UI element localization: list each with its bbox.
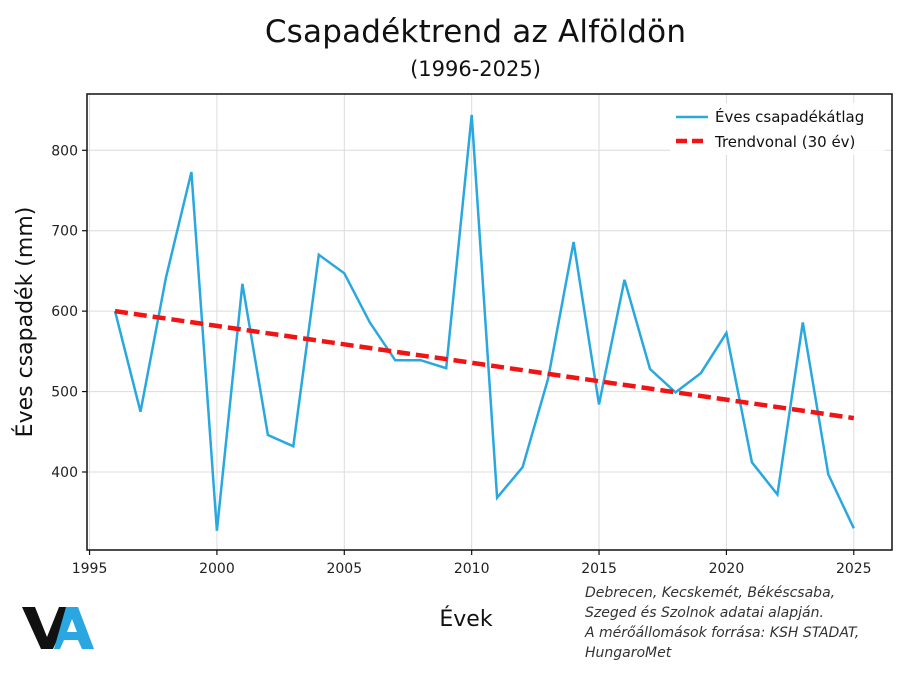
source-line: HungaroMet [585, 645, 672, 661]
logo-v-shape [22, 607, 72, 649]
y-tick-label: 500 [51, 385, 78, 401]
y-axis-title: Éves csapadék (mm) [12, 207, 38, 438]
va-logo [22, 607, 94, 649]
source-note: Debrecen, Kecskemét, Békéscsaba, Szeged … [585, 583, 859, 663]
source-line: A mérőállomások forrása: KSH STADAT, [585, 625, 860, 641]
x-tick-label: 2025 [836, 561, 872, 577]
legend: Éves csapadékátlag Trendvonal (30 év) [670, 103, 885, 155]
series-line-annual-precipitation [113, 114, 855, 531]
x-tick-label: 2015 [581, 561, 617, 577]
y-tick-label: 700 [51, 224, 78, 240]
y-tick-label: 400 [51, 465, 78, 481]
logo-a-counter [67, 619, 77, 632]
x-axis-title: Évek [439, 606, 492, 632]
x-tick-label: 1995 [72, 561, 108, 577]
source-line: Szeged és Szolnok adatai alapján. [585, 605, 824, 621]
series-line-trend [114, 308, 855, 421]
x-axis: 1995 2000 2005 2010 2015 2020 2025 [72, 550, 872, 577]
x-tick-label: 2000 [199, 561, 235, 577]
source-line: Debrecen, Kecskemét, Békéscsaba, [585, 585, 836, 601]
x-tick-label: 2005 [326, 561, 362, 577]
legend-label-annual: Éves csapadékátlag [715, 107, 864, 126]
y-axis: 400 500 600 700 800 [51, 143, 87, 481]
legend-label-trend: Trendvonal (30 év) [714, 133, 855, 151]
plot-frame [86, 93, 893, 551]
x-tick-label: 2010 [454, 561, 490, 577]
y-tick-label: 800 [51, 143, 78, 159]
y-tick-label: 600 [51, 304, 78, 320]
grid-lines [87, 94, 892, 550]
chart-title: Csapadéktrend az Alföldön [264, 14, 687, 50]
legend-box [670, 103, 885, 155]
series-layer [113, 114, 855, 531]
x-tick-label: 2020 [709, 561, 745, 577]
chart-subtitle: (1996-2025) [410, 57, 541, 81]
